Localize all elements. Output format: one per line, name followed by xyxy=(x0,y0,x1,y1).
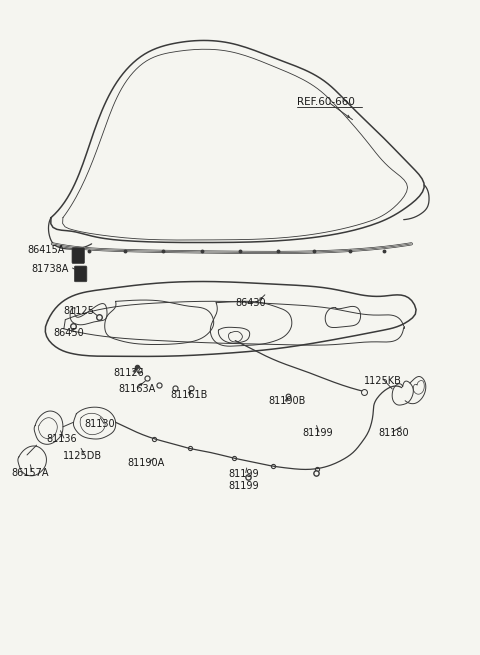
Text: 1125DB: 1125DB xyxy=(63,451,102,460)
Text: 81136: 81136 xyxy=(46,434,77,443)
Text: 81130: 81130 xyxy=(84,419,115,429)
Text: 81199: 81199 xyxy=(228,469,259,479)
Text: 81190B: 81190B xyxy=(269,396,306,405)
FancyBboxPatch shape xyxy=(74,266,87,282)
Text: 86430: 86430 xyxy=(235,297,266,308)
Text: 81161B: 81161B xyxy=(170,390,208,400)
Text: 81199: 81199 xyxy=(302,428,333,438)
Text: REF.60-660: REF.60-660 xyxy=(298,97,355,107)
FancyBboxPatch shape xyxy=(72,248,84,263)
Text: 81180: 81180 xyxy=(379,428,409,438)
Text: 81190A: 81190A xyxy=(128,458,165,468)
Text: 81126: 81126 xyxy=(113,368,144,378)
Text: 1125KB: 1125KB xyxy=(364,376,402,386)
Text: 81163A: 81163A xyxy=(118,384,155,394)
Text: 81738A: 81738A xyxy=(32,264,69,274)
Text: 86415A: 86415A xyxy=(27,246,64,255)
Text: 86157A: 86157A xyxy=(11,468,49,477)
Text: 86450: 86450 xyxy=(53,328,84,338)
Text: 81199: 81199 xyxy=(228,481,259,491)
Text: 81125: 81125 xyxy=(63,306,94,316)
